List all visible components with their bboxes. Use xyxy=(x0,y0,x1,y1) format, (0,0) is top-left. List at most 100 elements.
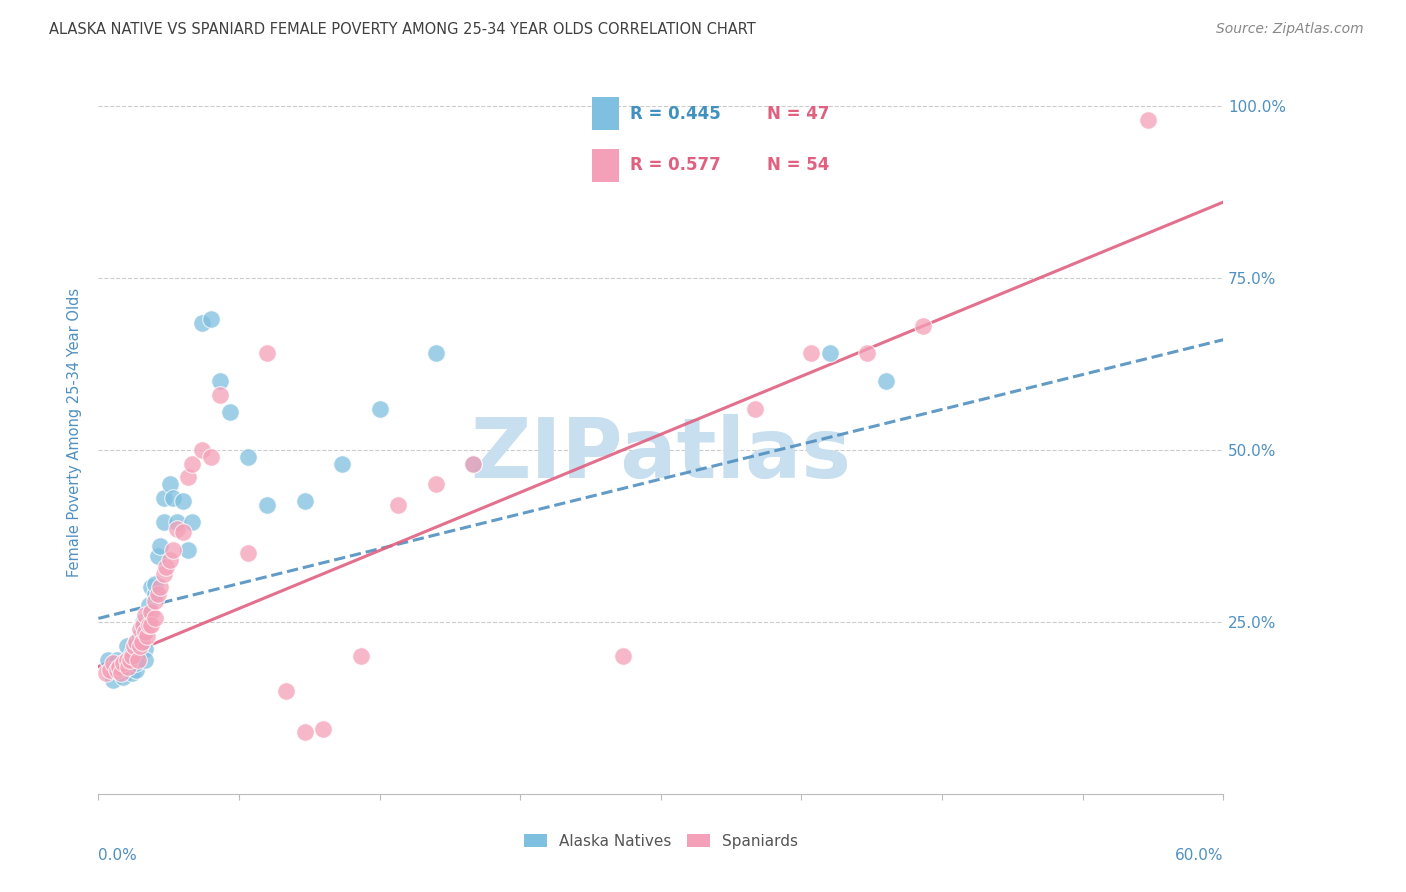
Point xyxy=(121,646,143,660)
Point xyxy=(181,457,204,471)
Point xyxy=(159,477,181,491)
Point xyxy=(218,405,240,419)
Point xyxy=(181,515,204,529)
Point xyxy=(122,639,145,653)
Point xyxy=(744,401,766,416)
Point xyxy=(177,470,200,484)
Point xyxy=(128,639,150,653)
Point xyxy=(856,346,879,360)
Point xyxy=(138,598,160,612)
Point xyxy=(159,553,181,567)
Point xyxy=(172,525,194,540)
Point xyxy=(425,346,447,360)
Point xyxy=(108,659,131,673)
Point xyxy=(200,450,222,464)
Point xyxy=(120,653,142,667)
Point xyxy=(463,457,485,471)
Point xyxy=(190,316,212,330)
Point xyxy=(387,498,409,512)
Point xyxy=(312,722,335,736)
Point xyxy=(162,491,184,505)
Point xyxy=(143,611,166,625)
Point xyxy=(110,663,132,677)
Point xyxy=(136,629,159,643)
Point xyxy=(190,442,212,457)
Point xyxy=(350,649,373,664)
Point xyxy=(172,494,194,508)
Point xyxy=(143,577,166,591)
Point xyxy=(153,515,176,529)
Point xyxy=(134,607,156,622)
Point xyxy=(256,498,278,512)
Point xyxy=(238,450,260,464)
Point xyxy=(209,388,232,402)
Point xyxy=(115,653,138,667)
Point xyxy=(1137,112,1160,127)
Text: ALASKA NATIVE VS SPANIARD FEMALE POVERTY AMONG 25-34 YEAR OLDS CORRELATION CHART: ALASKA NATIVE VS SPANIARD FEMALE POVERTY… xyxy=(49,22,756,37)
Point xyxy=(177,542,200,557)
Point xyxy=(125,635,148,649)
Bar xyxy=(592,97,619,130)
Point xyxy=(238,546,260,560)
Point xyxy=(105,663,128,677)
Point xyxy=(155,559,177,574)
Point xyxy=(103,673,125,688)
Point xyxy=(134,653,156,667)
Point xyxy=(143,587,166,601)
Point xyxy=(149,581,172,595)
Text: R = 0.577: R = 0.577 xyxy=(630,156,721,174)
Point xyxy=(103,656,125,670)
Point xyxy=(294,725,316,739)
Point xyxy=(139,605,162,619)
Text: ZIPatlas: ZIPatlas xyxy=(471,414,851,495)
Point xyxy=(115,639,138,653)
Point xyxy=(162,542,184,557)
Point xyxy=(612,649,634,664)
Point xyxy=(127,653,149,667)
Point xyxy=(131,635,153,649)
Point xyxy=(294,494,316,508)
Point xyxy=(209,374,232,388)
Point xyxy=(139,618,162,632)
Point xyxy=(200,312,222,326)
Point xyxy=(138,618,160,632)
Point xyxy=(800,346,823,360)
Point xyxy=(134,642,156,657)
Point xyxy=(121,649,143,664)
Point xyxy=(875,374,897,388)
Bar xyxy=(592,149,619,181)
Text: Source: ZipAtlas.com: Source: ZipAtlas.com xyxy=(1216,22,1364,37)
Point xyxy=(125,663,148,677)
Text: R = 0.445: R = 0.445 xyxy=(630,105,721,123)
Point xyxy=(463,457,485,471)
Point xyxy=(148,549,170,564)
Point xyxy=(131,635,153,649)
Legend: Alaska Natives, Spaniards: Alaska Natives, Spaniards xyxy=(517,828,804,855)
Point xyxy=(256,346,278,360)
Point xyxy=(166,522,188,536)
Point xyxy=(94,666,117,681)
Point xyxy=(132,629,155,643)
Point xyxy=(105,653,128,667)
Point xyxy=(139,581,162,595)
Point xyxy=(134,625,156,640)
Point xyxy=(818,346,841,360)
Point xyxy=(120,656,142,670)
Point xyxy=(153,491,176,505)
Text: 0.0%: 0.0% xyxy=(98,848,138,863)
Point xyxy=(121,666,143,681)
Point xyxy=(111,670,134,684)
Text: 60.0%: 60.0% xyxy=(1175,848,1223,863)
Point xyxy=(128,622,150,636)
Point xyxy=(149,539,172,553)
Point xyxy=(148,587,170,601)
Point xyxy=(166,515,188,529)
Point xyxy=(132,618,155,632)
Point xyxy=(143,594,166,608)
Point xyxy=(115,653,138,667)
Point xyxy=(128,639,150,653)
Point xyxy=(111,656,134,670)
Point xyxy=(153,566,176,581)
Point xyxy=(912,318,935,333)
Text: N = 47: N = 47 xyxy=(768,105,830,123)
